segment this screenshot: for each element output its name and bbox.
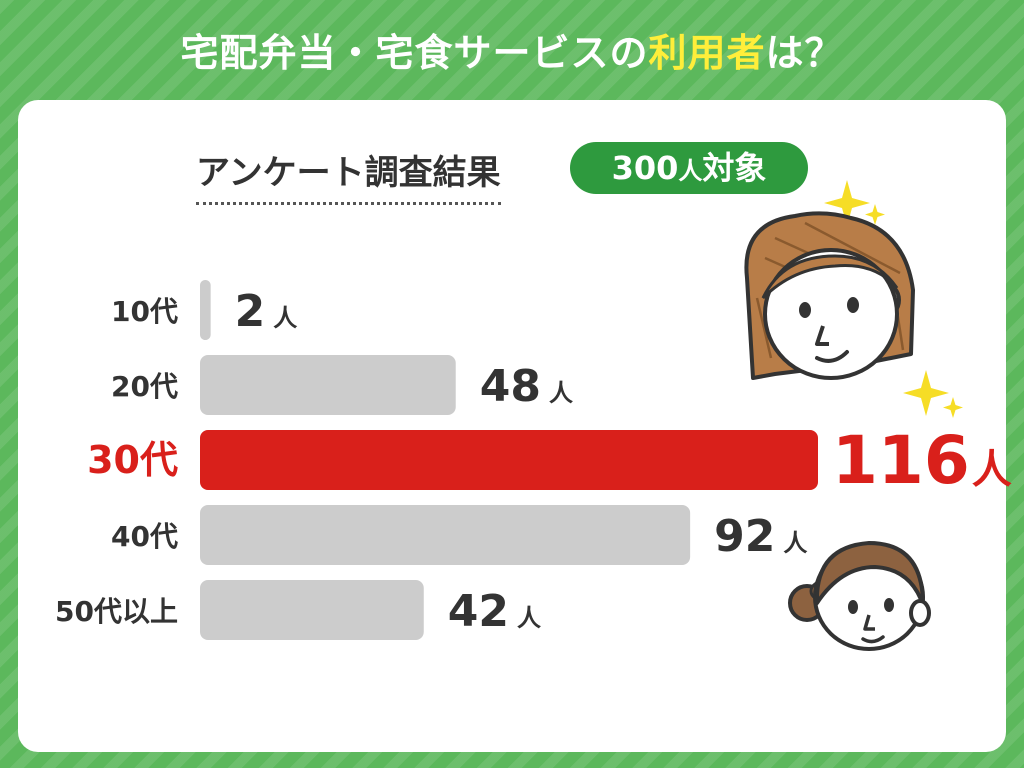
category-label-3: 40代 bbox=[111, 520, 178, 553]
bar-0 bbox=[200, 280, 211, 340]
respondent-target: 対象 bbox=[702, 149, 767, 187]
title-prefix: 宅配弁当・宅食サービスの bbox=[180, 31, 649, 75]
bar-4 bbox=[200, 580, 424, 640]
category-label-0: 10代 bbox=[111, 295, 178, 328]
bar-2 bbox=[200, 430, 818, 490]
value-label-4: 42 人 bbox=[448, 586, 541, 637]
value-label-1: 48 人 bbox=[480, 361, 573, 412]
woman-long-hair-illustration bbox=[744, 180, 963, 418]
bar-1 bbox=[200, 355, 456, 415]
category-label-2: 30代 bbox=[87, 438, 178, 482]
title-suffix: は？ bbox=[765, 31, 844, 75]
respondent-count-unit: 人 bbox=[678, 157, 703, 185]
survey-label: アンケート調査結果 bbox=[196, 145, 501, 205]
category-label-4: 50代以上 bbox=[55, 595, 178, 628]
respondent-count-badge: 300人対象 bbox=[570, 142, 808, 194]
bar-3 bbox=[200, 505, 691, 565]
title-highlight: 利用者 bbox=[648, 31, 766, 75]
value-label-2: 116人 bbox=[832, 422, 1012, 499]
sparkle-icon bbox=[824, 180, 963, 418]
value-label-3: 92 人 bbox=[714, 511, 807, 562]
category-label-1: 20代 bbox=[111, 370, 178, 403]
woman-bun-hair-illustration bbox=[788, 541, 931, 651]
respondent-count: 300 bbox=[611, 149, 679, 187]
page-title: 宅配弁当・宅食サービスの利用者は？ bbox=[0, 22, 1024, 77]
